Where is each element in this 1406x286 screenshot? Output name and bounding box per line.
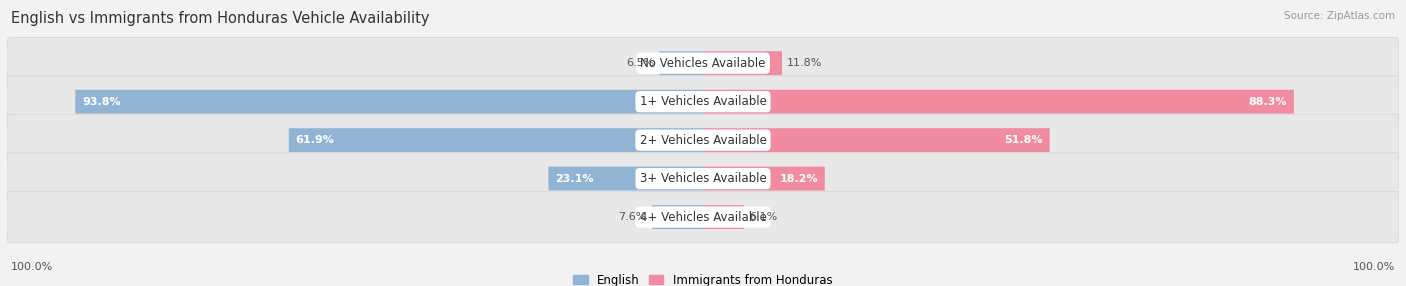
FancyBboxPatch shape (548, 167, 703, 190)
FancyBboxPatch shape (703, 51, 782, 75)
FancyBboxPatch shape (703, 90, 1294, 114)
Text: 2+ Vehicles Available: 2+ Vehicles Available (640, 134, 766, 147)
Text: No Vehicles Available: No Vehicles Available (640, 57, 766, 70)
FancyBboxPatch shape (659, 51, 703, 75)
Text: 6.1%: 6.1% (749, 212, 778, 222)
Text: 61.9%: 61.9% (295, 135, 335, 145)
Text: Source: ZipAtlas.com: Source: ZipAtlas.com (1284, 11, 1395, 21)
Text: 51.8%: 51.8% (1004, 135, 1043, 145)
Text: 4+ Vehicles Available: 4+ Vehicles Available (640, 210, 766, 224)
FancyBboxPatch shape (7, 114, 1399, 166)
FancyBboxPatch shape (703, 205, 744, 229)
FancyBboxPatch shape (703, 128, 1050, 152)
Text: 88.3%: 88.3% (1249, 97, 1288, 107)
FancyBboxPatch shape (288, 128, 703, 152)
FancyBboxPatch shape (76, 90, 703, 114)
Text: English vs Immigrants from Honduras Vehicle Availability: English vs Immigrants from Honduras Vehi… (11, 11, 430, 26)
Text: 11.8%: 11.8% (787, 58, 823, 68)
Text: 3+ Vehicles Available: 3+ Vehicles Available (640, 172, 766, 185)
Text: 7.6%: 7.6% (619, 212, 647, 222)
FancyBboxPatch shape (703, 167, 825, 190)
FancyBboxPatch shape (652, 205, 703, 229)
Legend: English, Immigrants from Honduras: English, Immigrants from Honduras (574, 274, 832, 286)
Text: 100.0%: 100.0% (11, 262, 53, 272)
Text: 1+ Vehicles Available: 1+ Vehicles Available (640, 95, 766, 108)
Text: 6.5%: 6.5% (626, 58, 654, 68)
FancyBboxPatch shape (7, 153, 1399, 204)
Text: 23.1%: 23.1% (555, 174, 593, 184)
Text: 100.0%: 100.0% (1353, 262, 1395, 272)
Text: 93.8%: 93.8% (82, 97, 121, 107)
FancyBboxPatch shape (7, 191, 1399, 243)
FancyBboxPatch shape (7, 37, 1399, 89)
FancyBboxPatch shape (7, 76, 1399, 128)
Text: 18.2%: 18.2% (779, 174, 818, 184)
